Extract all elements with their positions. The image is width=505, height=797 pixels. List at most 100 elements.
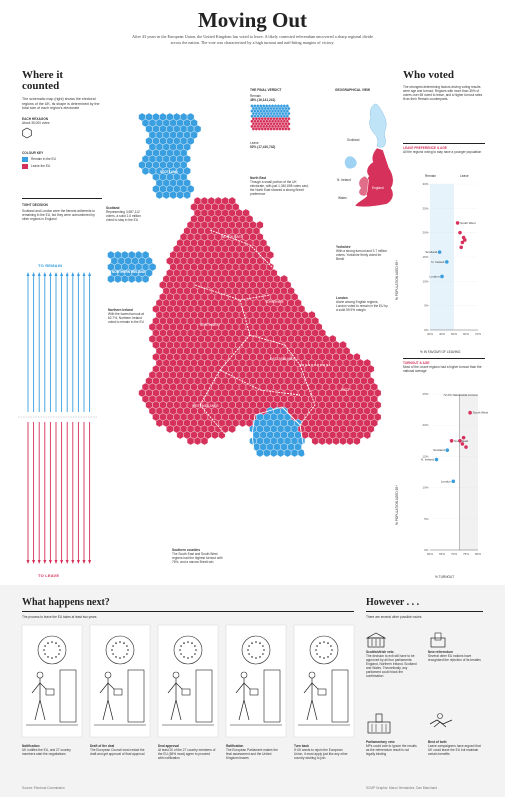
handshake-icon — [429, 713, 453, 728]
arrow-head — [32, 560, 36, 564]
eu-star — [180, 645, 182, 647]
briefcase-icon — [113, 688, 123, 696]
arrow-head — [76, 560, 80, 564]
arrow-head — [26, 272, 30, 276]
chart-turnout-age: 0% 5% 10% 15% 20% 25% 60% 65% 70% 75% 80% 72.2% Nat… — [421, 392, 488, 556]
step-text: The European Parliament makes the final … — [226, 748, 278, 760]
person-head — [172, 671, 180, 679]
however-text: MPs could vote to ignore the results as … — [366, 744, 417, 756]
point-label: Scotland — [425, 250, 437, 254]
eu-star — [112, 645, 114, 647]
map-hexagon — [186, 436, 195, 446]
region-border — [199, 404, 231, 441]
door-icon — [331, 669, 349, 723]
arrow-head — [32, 272, 36, 276]
london-border — [251, 406, 306, 476]
tight-desc: Scotland and London were the fiercest ad… — [22, 209, 96, 221]
however-text: Leave campaigners have argued that UK co… — [428, 744, 481, 756]
arrow-head — [65, 560, 69, 564]
geo-england — [354, 147, 394, 208]
annotation-text: The South East and South West regions ha… — [172, 552, 223, 564]
hex-label: EACH HEXAGON — [22, 116, 49, 121]
step-title: Ratification — [226, 744, 244, 748]
verdict-leave-value: 52% (17,410,742) — [250, 145, 276, 149]
chart1-ylabel: % POPULATION AGED 65+ — [395, 259, 399, 300]
x-tick-label: 80% — [475, 552, 481, 556]
person-head — [104, 671, 112, 679]
eu-star — [44, 645, 46, 647]
eu-star — [115, 642, 117, 644]
annotation-title: Scotland — [106, 206, 120, 210]
eu-star — [126, 653, 128, 655]
point-label: London — [441, 479, 451, 483]
however-text: Several other EU nations have recognised… — [428, 654, 481, 662]
tight-decision-chart — [18, 272, 98, 564]
scatter-point — [460, 240, 465, 245]
point-label: South West — [473, 411, 489, 415]
region-label-east: EAST — [341, 388, 350, 392]
eu-star — [255, 641, 257, 643]
arrow-head — [60, 272, 64, 276]
eu-star — [315, 649, 317, 651]
region-label-west-midlands: WEST MIDLANDS — [192, 404, 219, 408]
scatter-point — [451, 479, 456, 484]
scatter-point — [459, 245, 463, 250]
scatter-point — [458, 230, 462, 235]
region-border — [299, 364, 316, 426]
divider — [22, 611, 354, 612]
y-tick-label: 15% — [422, 255, 428, 259]
arrow-head — [54, 272, 58, 276]
verdict-remain-label: Remain — [250, 94, 261, 98]
verdict-hexagon — [263, 127, 267, 131]
map-hexagon — [176, 190, 184, 200]
scatter-point — [440, 274, 444, 279]
key-leave-label: Leave the EU — [31, 164, 51, 169]
step-panel — [225, 624, 287, 738]
chart2-xlabel: % TURNOUT — [435, 575, 455, 579]
chart2-title: TURNOUT & AGE — [403, 361, 430, 365]
eu-star — [47, 656, 49, 658]
annotation-title: Yorkshire — [336, 245, 351, 249]
eu-star — [330, 653, 332, 655]
arrow-head — [88, 560, 92, 564]
step-text: The European Council must redact the dra… — [90, 748, 145, 756]
eu-star — [44, 653, 46, 655]
person-body — [99, 678, 117, 721]
eu-circle-icon — [105, 635, 135, 665]
verdict-hexagon — [287, 127, 291, 131]
region-border — [209, 229, 276, 271]
x-tick-label: 60% — [463, 332, 469, 336]
eu-star — [191, 642, 193, 644]
steps-illustration — [21, 624, 355, 738]
step-title: Deal approval — [158, 744, 179, 748]
eu-star — [255, 657, 257, 659]
step-text: At least 20 of the 27 country members of… — [158, 748, 216, 760]
y-tick-label: 10% — [422, 486, 428, 490]
eu-star — [51, 657, 53, 659]
divider — [403, 143, 485, 144]
hex-map — [107, 112, 382, 476]
eu-star — [316, 645, 318, 647]
to-leave-label: TO LEAVE — [38, 573, 60, 578]
door-icon — [127, 669, 145, 723]
annotation-text: Though a small portion of the UK elector… — [250, 180, 309, 196]
where-counted-desc: The schematic map (right) shows the elec… — [22, 97, 100, 111]
however-subtitle: There are several other possible routes — [366, 615, 422, 619]
scatter-point — [437, 250, 442, 254]
step-panel — [157, 624, 219, 738]
eu-star — [127, 649, 129, 651]
however-new-referendum: New referendum Several other EU nations … — [428, 650, 483, 662]
y-tick-label: 30% — [422, 182, 428, 186]
intro-text: After 43 years in the European Union, th… — [132, 34, 373, 45]
briefcase-icon — [181, 688, 191, 696]
arrow-head — [88, 272, 92, 276]
eu-star — [47, 642, 49, 644]
eu-star — [191, 656, 193, 658]
key-leave: Leave the EU — [22, 163, 102, 169]
who-voted-heading: Who voted — [403, 69, 455, 81]
arrow-head — [26, 560, 30, 564]
point-label: N. Ireland — [421, 458, 434, 462]
eu-star — [251, 642, 253, 644]
geo-northern-ireland — [344, 155, 358, 169]
verdict-hexagon — [266, 127, 270, 131]
